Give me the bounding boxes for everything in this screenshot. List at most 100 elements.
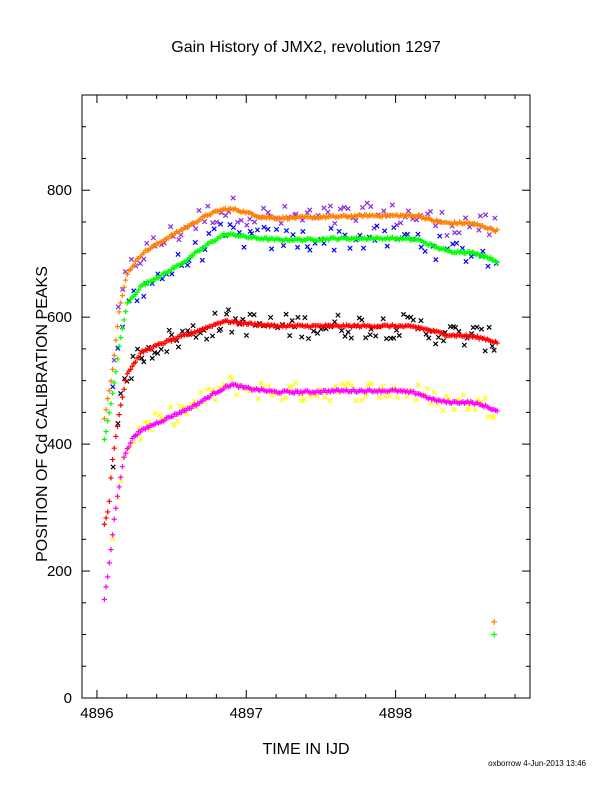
series-3-point-42 (170, 413, 176, 420)
series-5-point-36 (283, 227, 290, 234)
series-4-point-49 (321, 205, 327, 211)
series-6-point-40 (251, 312, 257, 318)
series-4-point-60 (368, 203, 374, 210)
series-6-point-27 (204, 336, 210, 342)
series-4-point-40 (282, 203, 288, 210)
series-7-point-62 (327, 398, 333, 404)
series-0-point-6 (111, 352, 117, 358)
series-7-point-44 (265, 383, 272, 389)
axis-ticks: 4896 4897 4898 0 200 400 600 800 (47, 95, 530, 722)
series-5-point-52 (360, 245, 367, 251)
series-4-point-24 (214, 219, 220, 225)
series-7-point-42 (258, 380, 264, 386)
series-3-point-12 (121, 454, 127, 460)
series-6-point-7 (134, 346, 141, 352)
series-5-point-39 (300, 228, 306, 235)
series-0-point-14 (124, 271, 130, 277)
series-0-point-9 (116, 309, 122, 315)
series-1-point-241 (491, 631, 498, 638)
series-6-point-94 (440, 338, 447, 344)
series-5-point-67 (433, 257, 439, 263)
series-0-point-8 (114, 324, 121, 330)
series-7-point-49 (283, 394, 289, 401)
series-6-point-8 (139, 355, 145, 361)
series-4-point-78 (444, 232, 450, 239)
series-1-point-2 (105, 418, 111, 424)
series-1-point-7 (113, 369, 119, 375)
series-6-point-32 (223, 311, 230, 317)
series-1-point-3 (106, 410, 112, 416)
series-5-point-40 (304, 244, 311, 250)
series-5-point-37 (290, 232, 296, 238)
series-6-point-23 (190, 322, 196, 329)
series-6-point-81 (393, 327, 400, 333)
x-tick-label-0: 4896 (80, 705, 113, 722)
series-2-point-4 (108, 475, 114, 481)
series-4-point-31 (244, 222, 250, 228)
series-6-point-29 (212, 310, 218, 316)
series-6-point-78 (383, 335, 390, 342)
series-4-point-51 (327, 203, 334, 209)
series-7-point-100 (460, 392, 467, 398)
series-2-point-228 (474, 333, 481, 339)
series-6-point-58 (314, 330, 321, 336)
series-4-point-65 (389, 202, 395, 208)
series-4-point-6 (137, 260, 143, 267)
series-7-point-41 (255, 396, 261, 402)
series-6-point-1 (115, 420, 121, 427)
series-2-point-11 (119, 394, 126, 400)
series-1-point-9 (116, 343, 122, 349)
series-6-point-54 (299, 334, 305, 340)
y-tick-label-1: 200 (47, 563, 72, 580)
series-6-point-67 (345, 329, 351, 335)
series-5-point-64 (418, 244, 424, 250)
series-0-point-1 (103, 407, 109, 413)
series-7-point-78 (382, 393, 388, 400)
series-6-point-56 (305, 335, 312, 342)
series-6-point-24 (193, 334, 199, 340)
series-0-point-241 (491, 618, 498, 625)
series-4-point-8 (144, 240, 150, 246)
series-5-point-22 (217, 221, 224, 227)
series-1-point-4 (108, 401, 114, 407)
series-5-point-47 (336, 228, 342, 234)
x-tick-label-2: 4898 (379, 705, 412, 722)
series-4-point-63 (381, 208, 387, 214)
series-5-point-73 (463, 258, 469, 265)
series-7-point-18 (174, 418, 181, 424)
series-7-point-16 (168, 404, 174, 410)
series-2-point-1 (103, 515, 109, 521)
series-2-point-2 (105, 509, 111, 515)
series-7-point-94 (440, 407, 446, 413)
series-5-point-78 (485, 263, 491, 269)
series-4-point-81 (456, 230, 462, 236)
series-7-point-96 (445, 395, 452, 401)
series-7-point-103 (472, 407, 478, 413)
series-4-point-33 (251, 219, 258, 225)
series-0-point-5 (109, 366, 116, 372)
series-6-point-86 (410, 317, 416, 323)
series-0-point-2 (105, 396, 111, 402)
series-5-point-77 (480, 248, 486, 254)
series-3-point-6 (111, 516, 117, 522)
series-6-point-11 (149, 355, 155, 361)
x-axis-label: TIME IN IJD (262, 741, 349, 758)
series-7-point-92 (431, 389, 437, 395)
series-4-point-74 (427, 208, 434, 215)
series-1-curve (101, 231, 500, 638)
series-1-point-8 (114, 356, 121, 362)
series-3-point-20 (134, 432, 140, 438)
series-1-point-54 (190, 253, 196, 259)
series-6-point-92 (433, 341, 439, 347)
series-6-point-61 (323, 326, 329, 332)
series-3-point-22 (137, 429, 144, 435)
series-5-point-33 (268, 246, 275, 252)
series-3-curve (101, 381, 500, 603)
series-6-point-16 (166, 327, 172, 333)
series-0-point-12 (121, 284, 127, 290)
series-0-point-240 (494, 227, 500, 233)
series-3-point-2 (105, 574, 111, 580)
series-2-point-240 (494, 340, 500, 346)
series-3-point-5 (109, 532, 116, 538)
series-2-point-19 (132, 359, 139, 365)
